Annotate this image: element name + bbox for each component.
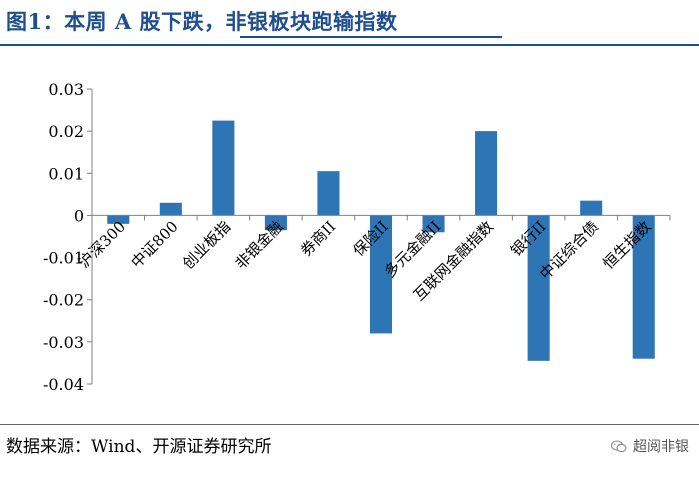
x-tick-label: 中证800	[127, 218, 181, 272]
watermark: 超阅非银	[611, 436, 689, 456]
bar	[317, 171, 340, 216]
bar	[632, 215, 655, 359]
chart-title: 图1：本周 A 股下跌，非银板块跑输指数	[6, 9, 398, 34]
bar	[369, 215, 393, 334]
y-tick-label: -0.03	[43, 333, 84, 352]
title-divider	[0, 44, 699, 46]
bar	[580, 200, 603, 216]
bar	[527, 215, 550, 361]
bar	[264, 215, 287, 231]
bar-chart: 0.03 0.02 0.01 0 -0.01 -0.02 -0.03 -0.04 沪深300中证…	[43, 80, 671, 394]
footer-divider	[0, 424, 699, 425]
bar	[212, 120, 235, 216]
bar	[159, 202, 182, 216]
y-tick-label: 0.03	[48, 80, 84, 99]
bar	[422, 215, 445, 233]
title-underline	[240, 36, 502, 38]
bar	[107, 215, 130, 224]
x-tick-label: 沪深300	[75, 218, 129, 272]
y-tick-label: 0	[74, 206, 84, 225]
data-source-note: 数据来源：Wind、开源证券研究所	[6, 437, 272, 457]
y-tick-label: 0.02	[48, 122, 84, 141]
watermark-label: 超阅非银	[633, 439, 689, 455]
bar	[475, 131, 498, 216]
x-tick-label: 创业板指	[179, 218, 234, 273]
x-tick-label: 券商II	[297, 217, 339, 259]
wechat-icon	[611, 439, 627, 452]
y-tick-label: -0.01	[43, 249, 84, 268]
y-tick-label: 0.01	[48, 164, 84, 183]
y-tick-label: -0.04	[43, 375, 84, 394]
x-tick-label: 非银金融	[232, 218, 287, 273]
y-tick-label: -0.02	[43, 291, 84, 310]
